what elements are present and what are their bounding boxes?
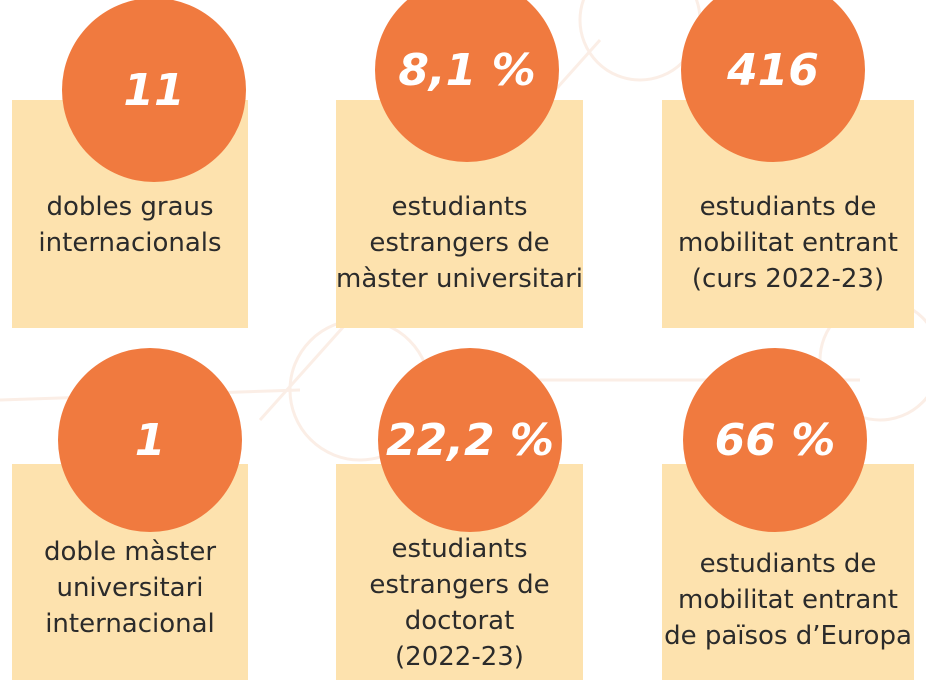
stat-description: (2022-23): [395, 642, 524, 672]
stat-description: màster universitari: [336, 264, 584, 294]
stat-description: mobilitat entrant: [678, 228, 898, 258]
stat-description: estrangers de: [369, 228, 550, 258]
stat-description: de països d’Europa: [664, 621, 912, 651]
stat-description: estudiants: [391, 534, 528, 564]
stat-circle: 11: [62, 0, 246, 182]
stat-description: estudiants de: [699, 549, 877, 579]
stat-description: doble màster: [43, 537, 217, 567]
stat-description: (curs 2022-23): [691, 264, 885, 294]
stat-description: internacionals: [38, 228, 222, 258]
stat-circle: 22,2 %: [378, 348, 562, 532]
stat-value: 66 %: [714, 414, 836, 466]
stat-circle: 8,1 %: [375, 0, 559, 162]
stat-description: doctorat: [404, 606, 515, 636]
stat-card: estudiants de mobilitat entrant (curs 2022…: [662, 100, 914, 328]
stat-circle: 416: [681, 0, 865, 162]
stat-description: estrangers de: [369, 570, 550, 600]
stat-card: estudiants estrangers de màster universita…: [336, 100, 583, 328]
stat-value: 416: [727, 44, 819, 96]
stat-value: 1: [134, 414, 166, 466]
stat-description: internacional: [45, 609, 215, 639]
stat-description: dobles graus: [46, 192, 214, 222]
stat-circle: 66 %: [683, 348, 867, 532]
stat-description: estudiants de: [699, 192, 877, 222]
stat-description: universitari: [56, 573, 204, 603]
stat-value: 11: [123, 64, 185, 116]
stat-description: mobilitat entrant: [678, 585, 898, 615]
stat-description: estudiants: [391, 192, 528, 222]
stat-value: 8,1 %: [398, 44, 536, 96]
stat-value: 22,2 %: [386, 414, 554, 466]
stat-circle: 1: [58, 348, 242, 532]
